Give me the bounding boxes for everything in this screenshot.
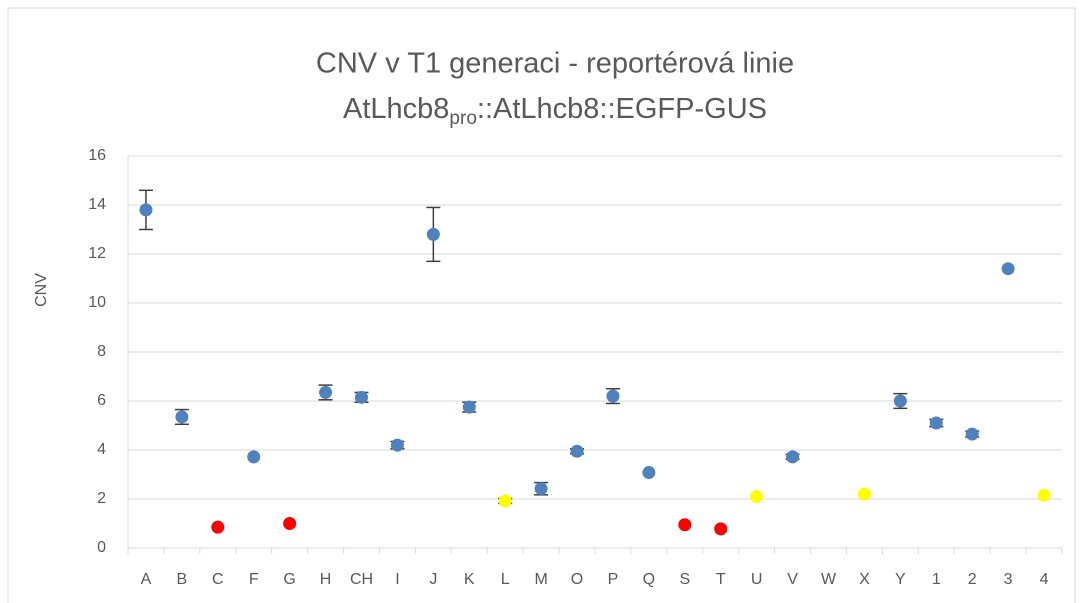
x-tick-label: Y bbox=[895, 571, 906, 588]
y-tick-label: 10 bbox=[88, 294, 106, 311]
x-tick-label: 3 bbox=[1004, 571, 1013, 588]
x-tick-label: CH bbox=[350, 571, 373, 588]
point bbox=[462, 400, 476, 414]
y-axis-label: CNV bbox=[33, 273, 50, 307]
point bbox=[1001, 262, 1015, 276]
subtitle-part: AtLhcb8 bbox=[343, 93, 449, 125]
subtitle-subscript: pro bbox=[449, 108, 476, 129]
point bbox=[714, 522, 728, 536]
point bbox=[750, 490, 764, 504]
y-tick-label: 0 bbox=[97, 539, 106, 556]
x-tick-label: M bbox=[534, 571, 547, 588]
point bbox=[390, 438, 404, 452]
y-tick-label: 8 bbox=[97, 343, 106, 360]
x-tick-label: Q bbox=[643, 571, 655, 588]
y-tick-label: 12 bbox=[88, 245, 106, 262]
x-tick-label: S bbox=[679, 571, 690, 588]
x-tick-label: 4 bbox=[1040, 571, 1049, 588]
x-tick-label: P bbox=[608, 571, 619, 588]
y-tick-label: 14 bbox=[88, 196, 106, 213]
point bbox=[642, 466, 656, 480]
x-tick-label: 1 bbox=[932, 571, 941, 588]
point bbox=[175, 410, 189, 424]
point bbox=[1037, 488, 1051, 502]
chart-border bbox=[7, 7, 1076, 603]
x-tick-label: 2 bbox=[968, 571, 977, 588]
point bbox=[786, 450, 800, 464]
point bbox=[355, 390, 368, 404]
point bbox=[211, 520, 225, 534]
point bbox=[426, 227, 440, 241]
x-tick-label: U bbox=[751, 571, 763, 588]
y-tick-label: 4 bbox=[97, 441, 106, 458]
x-tick-label: F bbox=[249, 571, 259, 588]
x-tick-label: T bbox=[716, 571, 726, 588]
x-tick-label: W bbox=[821, 571, 837, 588]
y-tick-label: 2 bbox=[97, 490, 106, 507]
x-tick-label: V bbox=[787, 571, 798, 588]
point bbox=[534, 482, 548, 496]
point bbox=[283, 517, 297, 530]
chart-title: CNV v T1 generaci - reportérová linie bbox=[316, 48, 794, 80]
y-tick-label: 6 bbox=[97, 392, 106, 409]
point bbox=[678, 518, 692, 532]
x-tick-label: C bbox=[212, 571, 224, 588]
x-tick-label: H bbox=[320, 571, 332, 588]
point bbox=[857, 487, 871, 501]
x-tick-label: K bbox=[464, 571, 475, 588]
point bbox=[319, 385, 333, 399]
x-tick-label: O bbox=[571, 571, 583, 588]
y-tick-label: 16 bbox=[88, 147, 106, 164]
chart-subtitle: AtLhcb8pro::AtLhcb8::EGFP-GUS bbox=[343, 93, 767, 129]
point bbox=[893, 394, 907, 408]
point bbox=[139, 203, 153, 217]
subtitle-part: ::AtLhcb8::EGFP-GUS bbox=[477, 93, 767, 125]
x-tick-label: I bbox=[395, 571, 399, 588]
x-tick-label: B bbox=[177, 571, 188, 588]
point bbox=[965, 427, 979, 441]
x-tick-label: J bbox=[429, 571, 437, 588]
point bbox=[606, 389, 620, 403]
x-tick-label: G bbox=[283, 571, 295, 588]
point bbox=[498, 494, 512, 508]
point bbox=[570, 444, 584, 458]
point bbox=[929, 416, 943, 430]
x-tick-label: A bbox=[141, 571, 152, 588]
x-tick-label: L bbox=[501, 571, 510, 588]
point bbox=[247, 450, 261, 464]
x-tick-label: X bbox=[859, 571, 870, 588]
